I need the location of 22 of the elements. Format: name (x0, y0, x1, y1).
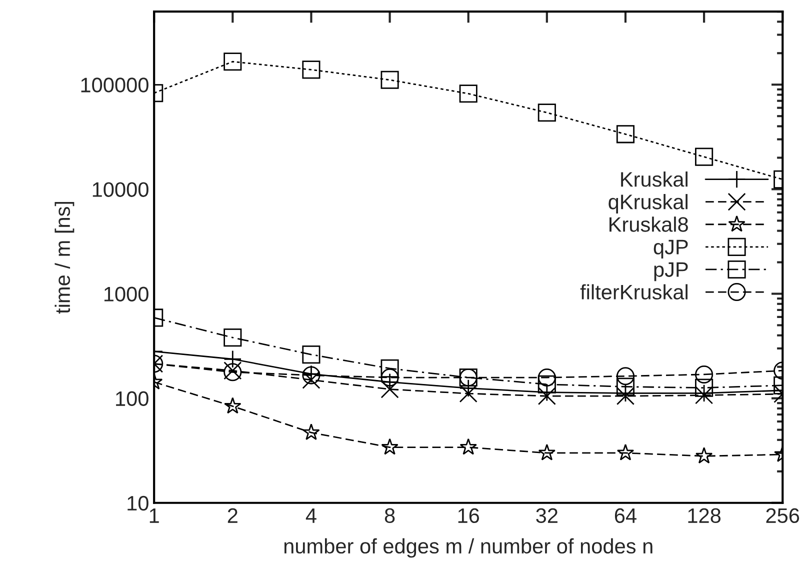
y-tick-label: 10 (128, 496, 148, 511)
legend-label: qJP (654, 240, 688, 259)
x-tick-label: 8 (384, 508, 395, 524)
legend-label: pJP (654, 262, 688, 282)
x-tick-label: 1 (150, 508, 159, 523)
y-axis-title: time / m [ns] (54, 202, 74, 314)
legend-label: qKruskal (608, 194, 688, 214)
x-tick-label: 64 (614, 508, 636, 524)
x-tick-label: 256 (766, 508, 800, 524)
x-tick-label: 4 (306, 508, 316, 523)
x-tick-label: 16 (458, 508, 480, 524)
x-axis-title: number of edges m / number of nodes n (284, 538, 652, 558)
legend-label: Kruskal (621, 171, 688, 187)
x-tick-label: 128 (688, 508, 721, 524)
y-tick-label: 100000 (81, 78, 148, 92)
x-tick-label: 2 (228, 508, 238, 523)
legend-label: filterKruskal (580, 284, 688, 300)
y-tick-label: 100 (116, 391, 148, 406)
legend-label: Kruskal8 (610, 216, 688, 232)
y-tick-label: 10000 (92, 182, 148, 197)
y-tick-label: 1000 (104, 286, 148, 302)
x-tick-label: 32 (536, 508, 558, 524)
